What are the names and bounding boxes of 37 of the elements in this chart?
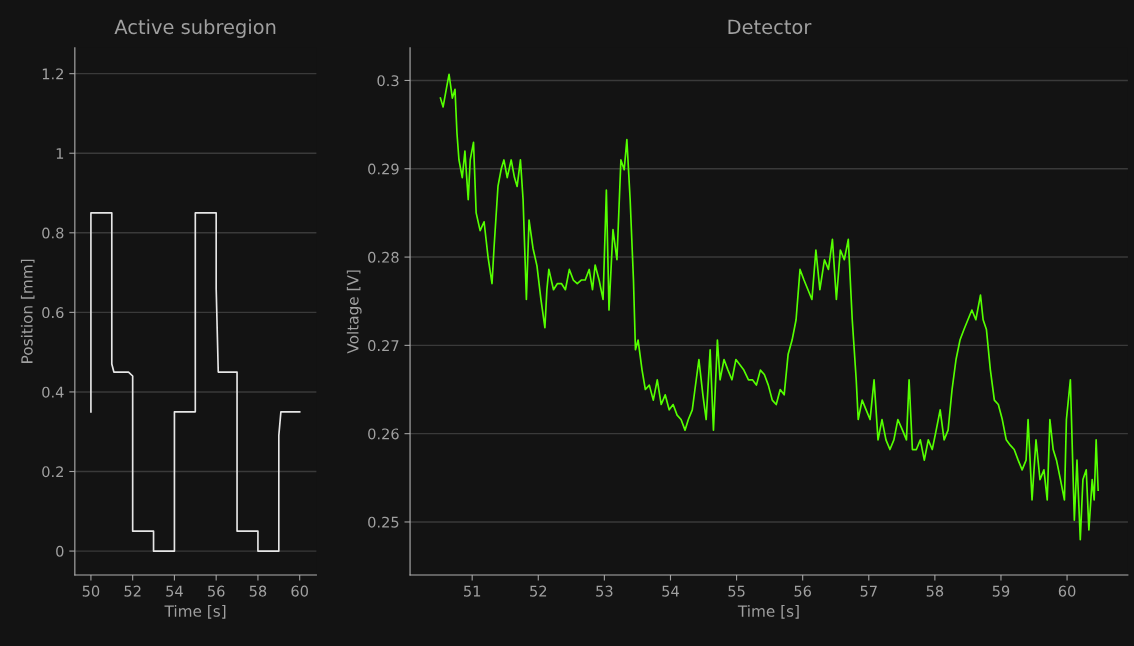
x-tick-label: 56 <box>794 585 812 597</box>
x-tick-label: 54 <box>662 585 679 597</box>
y-axis-title: Voltage [V] <box>346 270 362 354</box>
y-axis-title: Position [mm] <box>20 259 35 363</box>
x-tick-label: 55 <box>728 585 745 597</box>
y-tick-label: 0.8 <box>42 227 64 239</box>
line-series <box>90 212 301 552</box>
x-tick-label: 52 <box>124 585 141 597</box>
x-tick-label: 60 <box>291 585 308 597</box>
x-axis-title: Time [s] <box>737 605 799 619</box>
x-tick-label: 59 <box>992 585 1010 597</box>
x-tick-label: 56 <box>208 585 225 597</box>
chart-title: Detector <box>728 19 812 35</box>
y-tick-label: 0.27 <box>368 340 399 352</box>
x-tick-label: 50 <box>82 585 100 597</box>
y-tick-label: 0.25 <box>368 516 399 528</box>
chart-title: Active subregion <box>114 19 276 38</box>
y-tick-label: 0.29 <box>368 163 399 175</box>
x-tick-label: 53 <box>596 585 613 597</box>
y-tick-label: 0.3 <box>377 75 399 87</box>
y-tick-label: 0.26 <box>368 428 399 440</box>
y-tick-label: 1.2 <box>42 68 63 80</box>
y-tick-label: 0.4 <box>42 386 64 398</box>
x-tick-label: 58 <box>249 585 267 597</box>
y-tick-label: 0.6 <box>42 307 64 319</box>
y-tick-label: 0.2 <box>42 466 63 478</box>
y-tick-label: 0.28 <box>368 251 399 263</box>
x-tick-label: 51 <box>464 585 481 597</box>
x-axis-title: Time [s] <box>164 605 226 619</box>
x-tick-label: 58 <box>926 585 944 597</box>
x-tick-label: 60 <box>1058 585 1076 597</box>
x-tick-label: 57 <box>860 585 877 597</box>
x-tick-label: 54 <box>166 585 183 597</box>
y-tick-label: 0 <box>56 545 64 557</box>
line-series <box>439 73 1099 541</box>
y-tick-label: 1 <box>56 148 64 159</box>
x-tick-label: 52 <box>530 585 547 597</box>
